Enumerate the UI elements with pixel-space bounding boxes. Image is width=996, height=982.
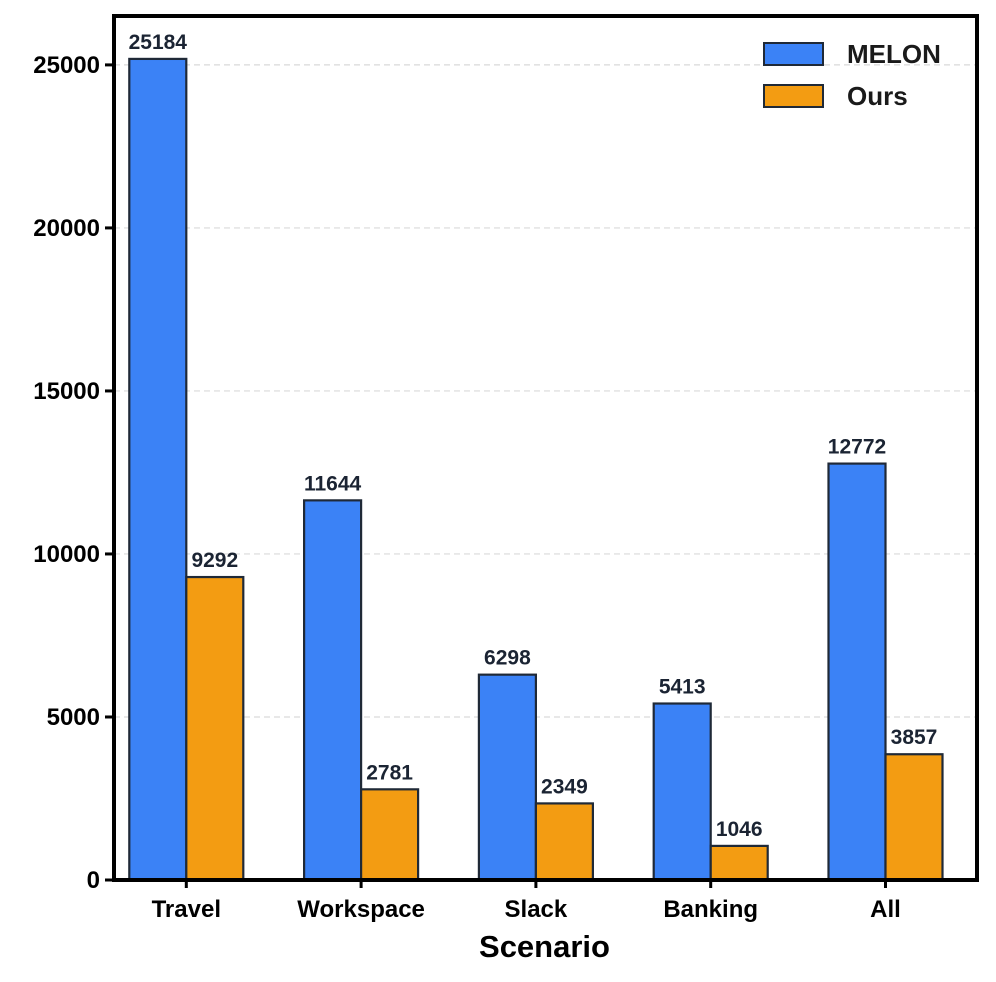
bar-ours-travel [185, 575, 245, 882]
legend-label-melon: MELON [847, 39, 941, 69]
bar-melon-travel [128, 57, 188, 882]
bar-melon-all [827, 462, 887, 882]
data-label: 9292 [191, 549, 238, 572]
y-tick-label: 5000 [47, 704, 100, 731]
legend: MELON Ours [763, 39, 941, 111]
legend-label-ours: Ours [847, 81, 908, 111]
plot-frame [112, 14, 979, 882]
data-label: 5413 [659, 676, 706, 699]
bar-melon-slack [477, 673, 537, 882]
value-labels: 25184 9292 11644 2781 6298 2349 5413 1046 12772 3… [129, 31, 938, 841]
bars [128, 57, 944, 882]
x-tick-label: Banking [663, 896, 758, 923]
bar-ours-workspace [360, 788, 420, 882]
x-tick-label: All [870, 896, 901, 923]
bar-ours-slack [534, 802, 595, 882]
x-axis: Travel Workspace Slack Banking All [152, 880, 901, 923]
y-axis: 0 5000 10000 15000 20000 25000 [33, 52, 114, 894]
y-tick-label: 0 [87, 867, 100, 894]
data-label: 3857 [891, 726, 938, 749]
x-tick-label: Slack [505, 896, 568, 923]
data-label: 25184 [129, 31, 188, 54]
data-label: 1046 [716, 818, 763, 841]
y-tick-label: 25000 [33, 52, 100, 79]
data-label: 11644 [304, 472, 362, 495]
y-tick-label: 15000 [33, 378, 100, 405]
bar-ours-all [884, 753, 944, 882]
legend-swatch-ours [763, 84, 824, 108]
gridlines [114, 64, 977, 718]
data-label: 2781 [366, 761, 413, 784]
bar-melon-workspace [303, 499, 363, 882]
x-axis-title: Scenario [479, 929, 610, 964]
bar-ours-banking [709, 844, 769, 882]
legend-swatch-melon [763, 42, 824, 66]
bar-melon-banking [652, 702, 712, 882]
data-label: 12772 [828, 436, 886, 459]
x-tick-label: Workspace [297, 896, 425, 923]
data-label: 2349 [541, 775, 588, 798]
y-tick-label: 20000 [33, 215, 100, 242]
data-label: 6298 [484, 647, 531, 670]
x-tick-label: Travel [152, 896, 221, 923]
y-tick-label: 10000 [33, 541, 100, 568]
